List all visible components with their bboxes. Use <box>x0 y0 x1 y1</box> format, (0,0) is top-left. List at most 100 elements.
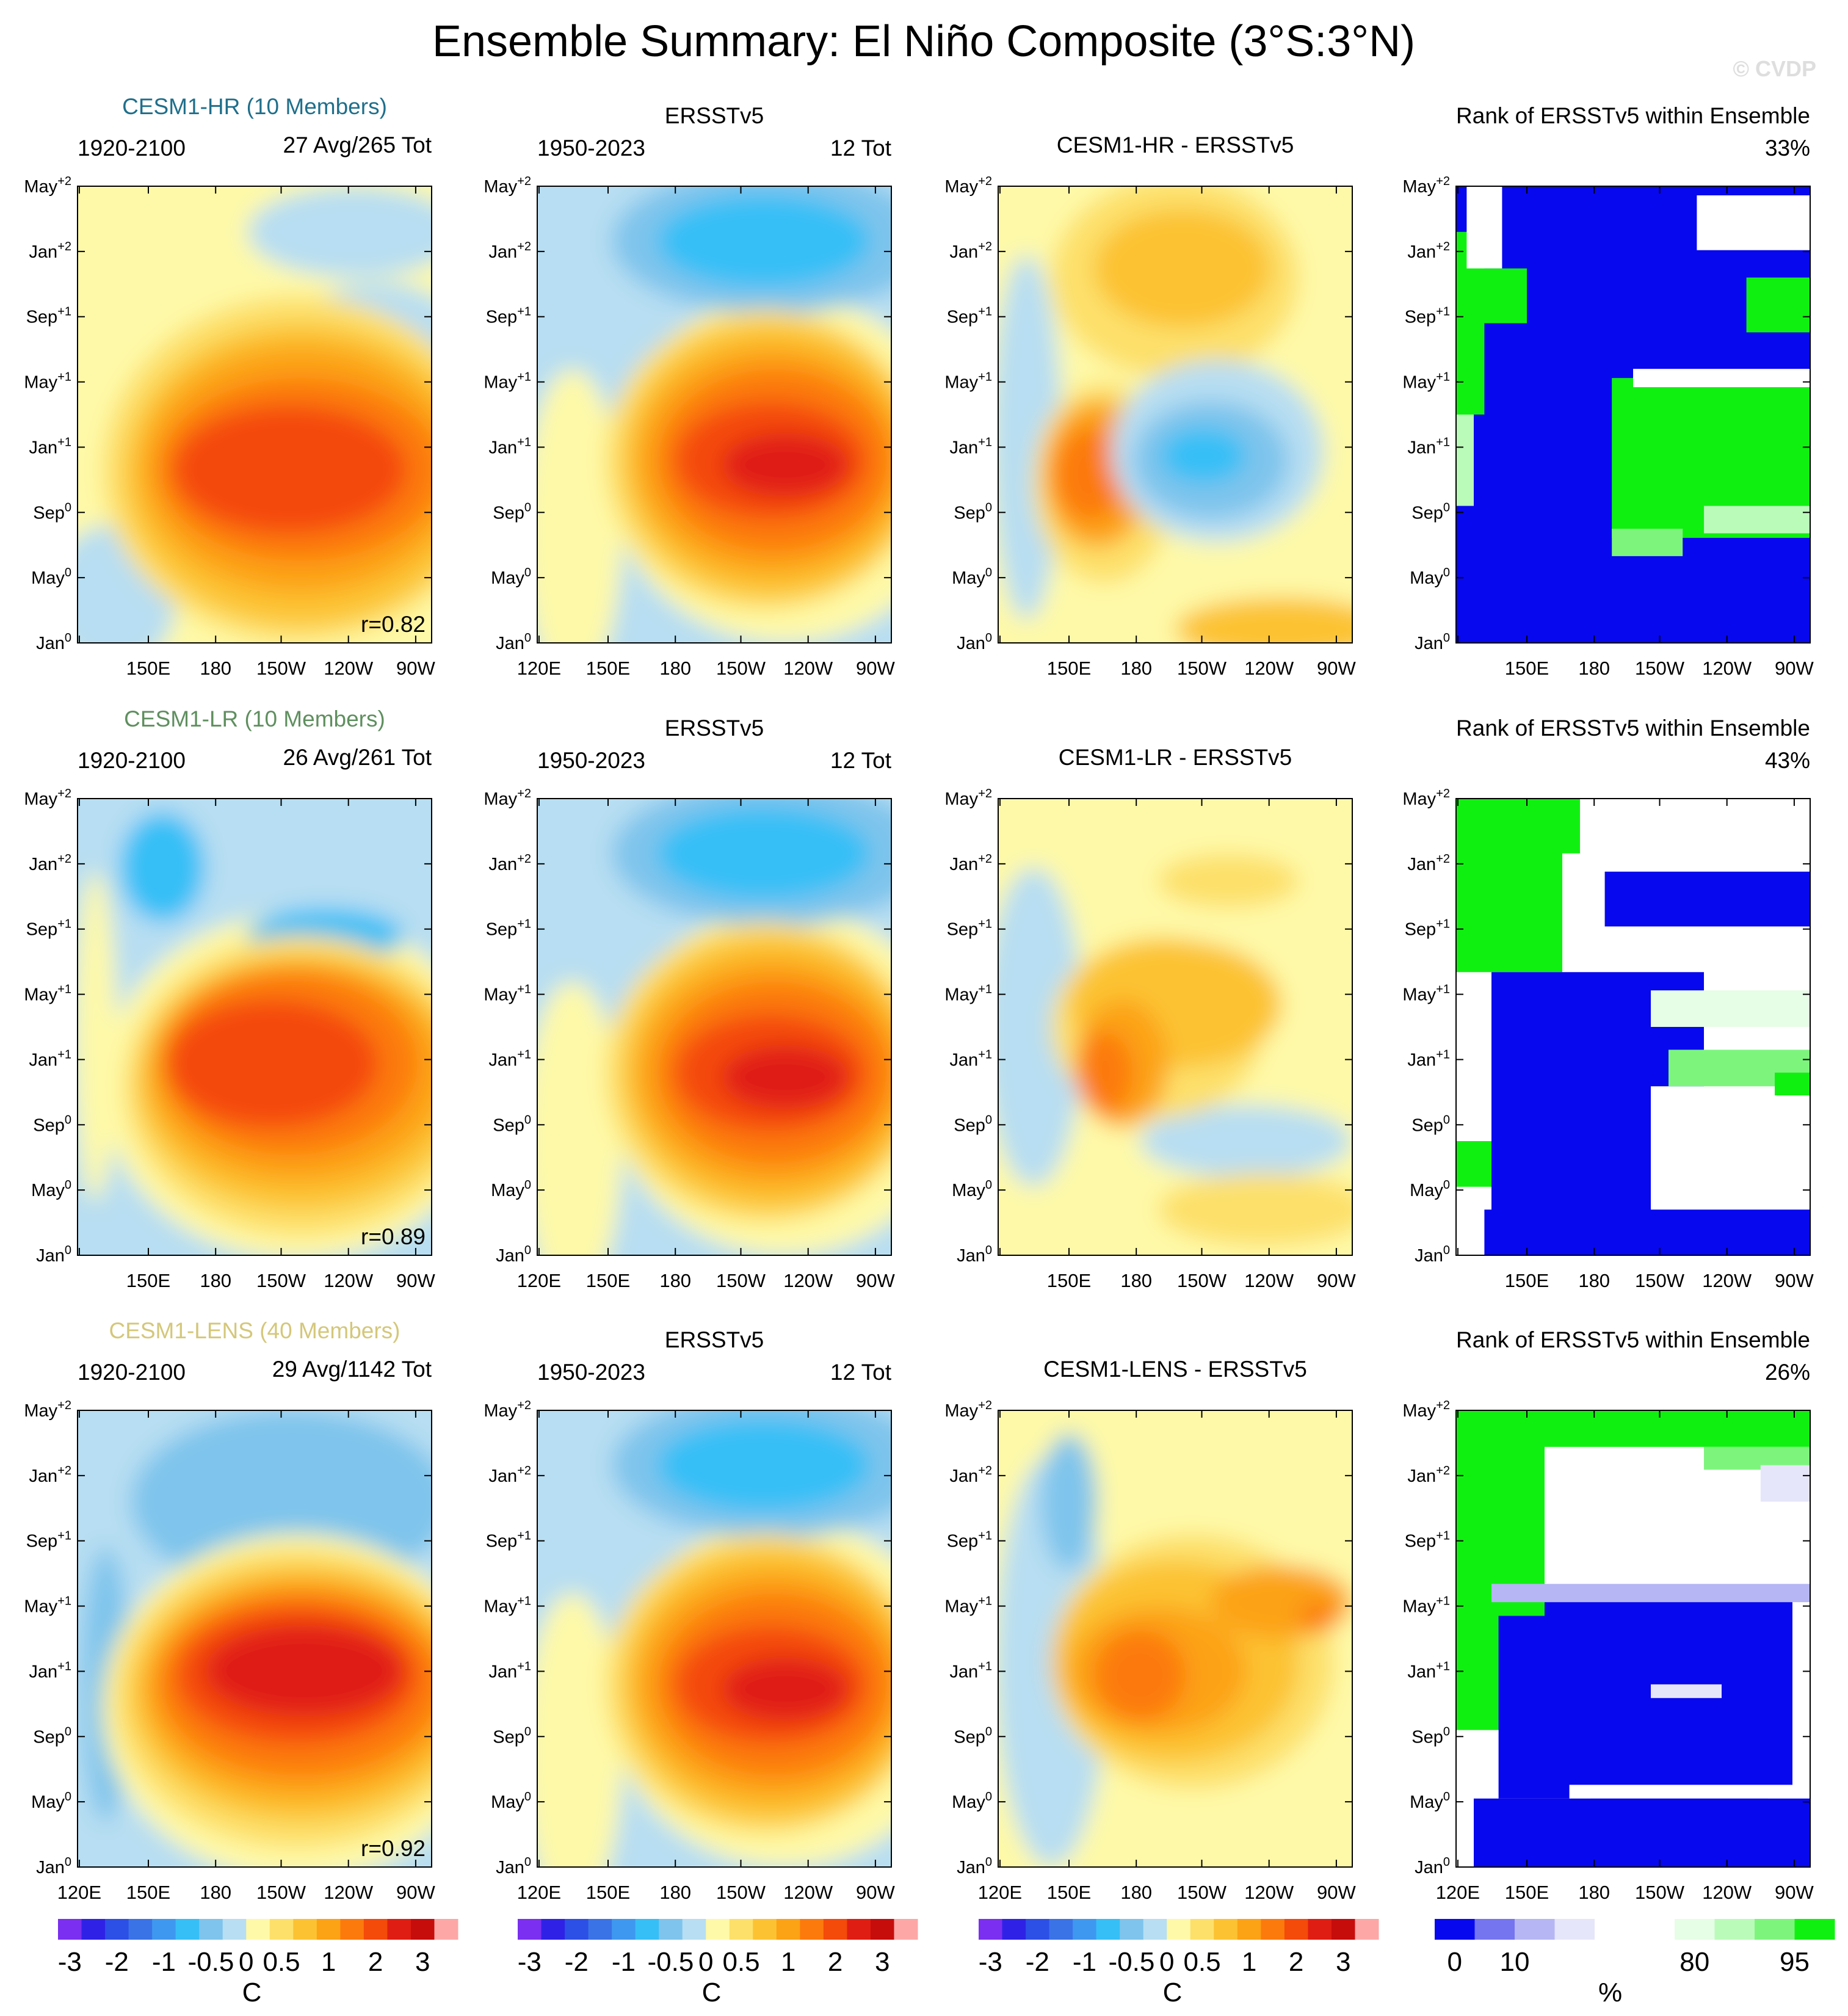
colorbar-swatch <box>1049 1919 1073 1940</box>
y-tick-label: May0 <box>1410 566 1450 588</box>
contour-panel <box>537 799 891 1255</box>
colorbar-swatch <box>1634 1919 1675 1940</box>
colorbar-label: 0 <box>239 1947 253 1977</box>
colorbar-swatch <box>1026 1919 1050 1940</box>
y-tick-label: May0 <box>31 1178 71 1200</box>
rank-cell <box>1466 186 1502 269</box>
colorbar-label: 0 <box>1159 1947 1174 1977</box>
rank-cell <box>1484 1209 1810 1255</box>
colorbar-swatch <box>222 1919 247 1940</box>
contour-panel <box>537 1410 891 1867</box>
x-tick-label: 180 <box>200 658 231 679</box>
model-years: 1920-2100 <box>78 136 186 161</box>
x-tick-label: 150W <box>256 1882 306 1903</box>
contour-region <box>1093 209 1271 328</box>
rank-cell <box>1604 871 1810 927</box>
contour-region <box>537 981 623 1255</box>
y-tick-label: May0 <box>952 1790 992 1812</box>
y-tick-label: Jan+1 <box>488 1048 531 1070</box>
model-title: CESM1-HR (10 Members) <box>122 94 387 119</box>
colorbar-swatch <box>410 1919 435 1940</box>
x-tick-label: 180 <box>200 1270 231 1291</box>
plot-frame <box>998 186 1353 644</box>
y-tick-label: Jan0 <box>496 1244 531 1266</box>
plot-frame <box>537 1410 892 1868</box>
colorbar-label: 1 <box>321 1947 336 1977</box>
y-tick-label: May+2 <box>484 787 531 809</box>
y-tick-label: Sep+1 <box>1405 1529 1450 1551</box>
y-tick-label: May+1 <box>484 371 531 393</box>
colorbar-swatch <box>565 1919 589 1940</box>
colorbar-label: 3 <box>875 1947 890 1977</box>
colorbar-swatch <box>1143 1919 1167 1940</box>
contour-region <box>1175 597 1352 643</box>
obs-count: 12 Tot <box>830 136 892 161</box>
x-tick-label: 120E <box>517 658 561 679</box>
x-tick-label: 150E <box>1047 1882 1091 1903</box>
rank-cell <box>1456 415 1474 506</box>
colorbar-swatch <box>316 1919 341 1940</box>
x-tick-label: 150E <box>1505 1270 1549 1291</box>
y-tick-label: Jan+2 <box>1407 852 1450 874</box>
x-tick-label: 180 <box>659 658 691 679</box>
y-tick-label: Jan+1 <box>1407 1659 1450 1681</box>
y-tick-label: Jan+1 <box>949 1048 992 1070</box>
colorbar-label: 0.5 <box>722 1947 759 1977</box>
y-tick-label: Jan0 <box>36 1244 71 1266</box>
colorbar-swatch <box>1755 1919 1795 1940</box>
x-tick-label: 150E <box>586 658 630 679</box>
contour-region <box>537 1593 623 1867</box>
x-tick-label: 150W <box>1635 1882 1685 1903</box>
colorbar-label: -2 <box>105 1947 129 1977</box>
contour-panel <box>537 186 891 643</box>
plot-frame <box>1455 186 1811 644</box>
pattern-correlation: r=0.82 <box>361 612 426 637</box>
model-count: 26 Avg/261 Tot <box>283 745 432 770</box>
x-tick-label: 90W <box>856 1270 895 1291</box>
rank-panel <box>1456 799 1810 1255</box>
y-tick-label: Sep0 <box>33 501 71 523</box>
y-tick-label: Jan+2 <box>949 240 992 262</box>
colorbar-unit: C <box>1163 1978 1183 2007</box>
y-tick-label: Sep+1 <box>26 305 71 327</box>
y-tick-label: May0 <box>31 566 71 588</box>
rank-percent: 43% <box>1765 748 1810 773</box>
colorbar-label: -2 <box>1026 1947 1049 1977</box>
obs-title: ERSSTv5 <box>665 1327 764 1352</box>
y-tick-label: Jan+2 <box>949 1464 992 1486</box>
colorbar-label: 2 <box>368 1947 383 1977</box>
x-tick-label: 180 <box>1120 658 1152 679</box>
rank-cell <box>1474 1798 1810 1867</box>
contour-region <box>1054 428 1126 520</box>
contour-region <box>721 432 849 497</box>
colorbar-swatch <box>81 1919 106 1940</box>
y-tick-label: May+2 <box>1402 175 1450 197</box>
model-years: 1920-2100 <box>78 748 186 773</box>
obs-years: 1950-2023 <box>537 748 645 773</box>
rank-cell <box>1651 990 1810 1027</box>
rank-cell <box>1509 799 1580 854</box>
colorbar-swatch <box>246 1919 270 1940</box>
colorbar-label: -3 <box>58 1947 82 1977</box>
x-tick-label: 150W <box>256 658 306 679</box>
y-tick-label: May+2 <box>484 175 531 197</box>
colorbar-label: -3 <box>979 1947 1002 1977</box>
figure-title: Ensemble Summary: El Niño Composite (3°S… <box>432 17 1415 66</box>
rank-cell <box>1491 1584 1810 1603</box>
diff-title: CESM1-HR - ERSSTv5 <box>1057 132 1294 158</box>
contour-region <box>173 405 407 534</box>
colorbar-label: 2 <box>828 1947 842 1977</box>
colorbar-swatch <box>1595 1919 1635 1940</box>
contour-region <box>78 871 117 1201</box>
colorbar-label: 1 <box>781 1947 795 1977</box>
colorbar-swatch <box>434 1919 458 1940</box>
y-tick-label: Sep+1 <box>486 305 531 327</box>
contour-region <box>721 1045 849 1109</box>
rank-cell <box>1498 1615 1570 1799</box>
rank-cell <box>1651 1684 1722 1699</box>
colorbar-swatch <box>1355 1919 1379 1940</box>
y-tick-label: Jan+2 <box>29 240 71 262</box>
contour-region <box>1158 1173 1352 1247</box>
x-tick-label: 180 <box>659 1882 691 1903</box>
colorbar-label: -1 <box>1073 1947 1096 1977</box>
